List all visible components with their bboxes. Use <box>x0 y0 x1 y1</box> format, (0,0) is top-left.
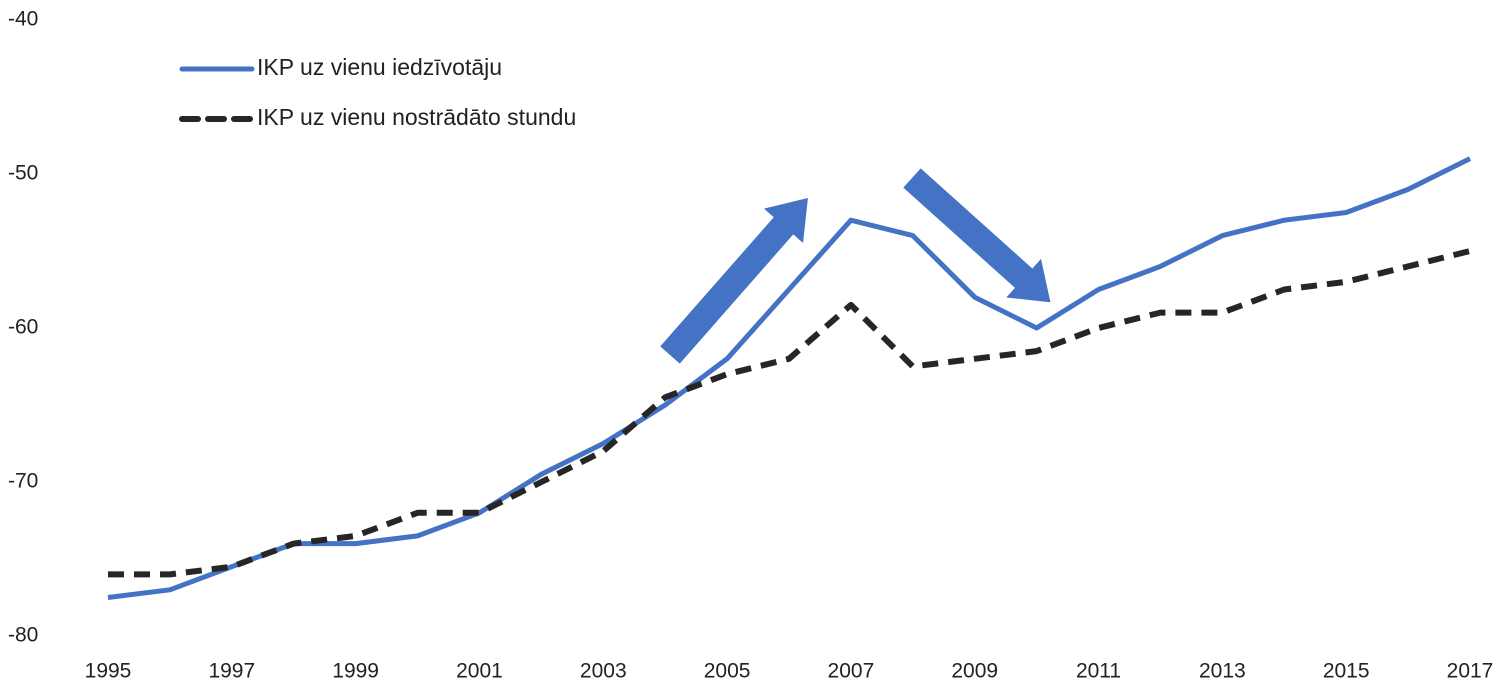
x-tick-label: 2009 <box>951 660 998 683</box>
y-tick-label: -60 <box>8 316 38 339</box>
x-tick-label: 1999 <box>332 660 379 683</box>
legend-label: IKP uz vienu iedzīvotāju <box>257 54 502 80</box>
x-tick-label: 2001 <box>456 660 503 683</box>
series-line <box>108 248 1471 578</box>
x-tick-label: 2015 <box>1323 660 1370 683</box>
y-tick-label: -50 <box>8 162 38 185</box>
x-tick-label: 2005 <box>704 660 751 683</box>
x-tick-label: 2007 <box>828 660 875 683</box>
y-tick-label: -80 <box>8 624 38 647</box>
legend-label: IKP uz vienu nostrādāto stundu <box>257 104 576 130</box>
y-tick-label: -70 <box>8 470 38 493</box>
arrow-shape <box>660 197 808 364</box>
x-tick-label: 1995 <box>85 660 132 683</box>
x-tick-label: 1997 <box>208 660 255 683</box>
rise-arrow <box>660 197 808 364</box>
x-tick-label: 2017 <box>1447 660 1494 683</box>
x-tick-label: 2013 <box>1199 660 1246 683</box>
series-line <box>107 156 1472 600</box>
x-tick-label: 2011 <box>1076 660 1121 683</box>
fall-arrow <box>903 168 1051 303</box>
x-tick-label: 2003 <box>580 660 627 683</box>
arrow-shape <box>903 168 1051 303</box>
y-tick-label: -40 <box>8 8 38 31</box>
